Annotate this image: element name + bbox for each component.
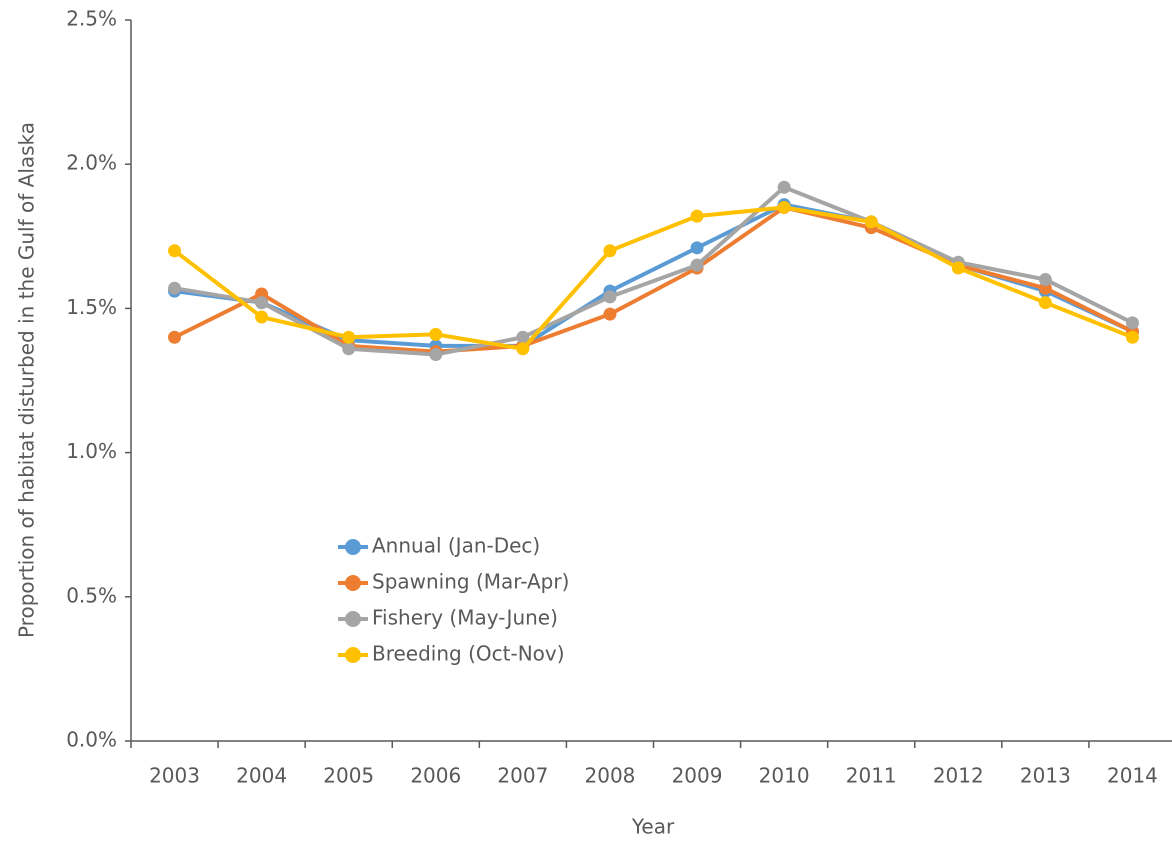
y-tick-label: 2.0%	[66, 151, 117, 175]
x-tick-label: 2012	[933, 764, 984, 788]
x-tick-label: 2008	[585, 764, 636, 788]
legend-label: Annual (Jan-Dec)	[372, 534, 540, 558]
y-tick-label: 1.0%	[66, 439, 117, 463]
data-point	[1125, 330, 1139, 344]
data-point	[168, 281, 182, 295]
y-tick-label: 0.5%	[66, 583, 117, 607]
series-line	[174, 185, 1134, 357]
x-tick-label: 2009	[672, 764, 723, 788]
x-tick-label: 2013	[1020, 764, 1071, 788]
x-axis-title: Year	[631, 815, 675, 839]
x-tick-label: 2011	[846, 764, 897, 788]
legend: Annual (Jan-Dec) Spawning (Mar-Apr) Fisher…	[338, 534, 569, 666]
data-point	[603, 244, 617, 258]
data-point	[1125, 316, 1139, 330]
data-point	[1038, 273, 1052, 287]
data-point	[255, 310, 269, 324]
data-point	[951, 261, 965, 275]
data-point	[777, 180, 791, 194]
x-tick-label: 2005	[323, 764, 374, 788]
data-point	[255, 296, 269, 310]
series-line	[173, 205, 1134, 351]
x-tick-label: 2006	[410, 764, 461, 788]
y-tick-label: 0.0%	[66, 728, 117, 752]
legend-label: Spawning (Mar-Apr)	[372, 570, 569, 594]
series-line	[173, 205, 1134, 354]
legend-marker	[345, 647, 361, 663]
data-point	[516, 342, 530, 356]
data-point	[1038, 296, 1052, 310]
data-point	[690, 209, 704, 223]
x-tick-label: 2014	[1107, 764, 1158, 788]
legend-label: Fishery (May-June)	[372, 606, 558, 630]
legend-label: Breeding (Oct-Nov)	[372, 642, 565, 666]
x-tick-label: 2010	[759, 764, 810, 788]
y-tick-label: 2.5%	[66, 7, 117, 31]
data-point	[690, 241, 704, 255]
data-point	[168, 244, 182, 258]
data-point	[603, 307, 617, 321]
data-point	[690, 258, 704, 272]
legend-marker	[345, 539, 361, 555]
legend-marker	[345, 611, 361, 627]
data-point	[516, 330, 530, 344]
data-point	[429, 327, 443, 341]
data-point	[777, 200, 791, 214]
data-point	[342, 330, 356, 344]
y-tick-label: 1.5%	[66, 295, 117, 319]
x-tick-label: 2003	[149, 764, 200, 788]
y-axis-title: Proportion of habitat disturbed in the G…	[15, 122, 39, 638]
data-point	[168, 330, 182, 344]
x-tick-label: 2007	[497, 764, 548, 788]
data-point	[342, 342, 356, 356]
data-point	[603, 290, 617, 304]
x-tick-label: 2004	[236, 764, 287, 788]
data-point	[429, 348, 443, 362]
data-point	[864, 215, 878, 229]
legend-marker	[345, 575, 361, 591]
